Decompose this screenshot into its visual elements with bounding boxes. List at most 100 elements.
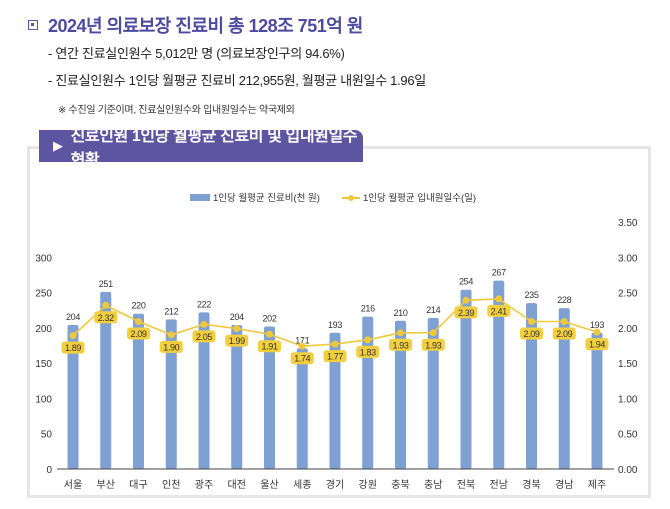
line-value-label-bg xyxy=(159,340,183,353)
left-axis-tick-label: 150 xyxy=(35,359,52,370)
bar-value-label: 204 xyxy=(66,312,80,322)
line-value-label: 1.89 xyxy=(65,343,81,353)
line-value-label-bg xyxy=(585,338,609,351)
category-label: 광주 xyxy=(195,479,213,491)
right-axis-tick-label: 0.50 xyxy=(618,430,638,441)
bar-value-label: 202 xyxy=(262,313,276,323)
legend-bar-swatch xyxy=(190,194,210,201)
bar-광주 xyxy=(198,312,210,469)
category-label: 세종 xyxy=(293,479,311,491)
bar-value-label: 210 xyxy=(393,308,407,318)
bar-전남 xyxy=(493,280,505,469)
legend-bar-label: 1인당 월평균 진료비(천 원) xyxy=(213,192,320,204)
line-value-label-bg xyxy=(520,327,543,340)
line-value-label: 2.39 xyxy=(458,308,474,318)
left-axis-tick-label: 200 xyxy=(35,324,52,335)
line-point-제주 xyxy=(593,328,601,336)
legend-line-label: 1인당 월평균 입내원일수(일) xyxy=(363,192,476,204)
line-point-경남 xyxy=(560,318,568,326)
line-value-label: 2.05 xyxy=(196,332,212,342)
line-value-label: 1.90 xyxy=(163,342,179,352)
bar-경기 xyxy=(329,332,341,469)
line-value-label: 1.93 xyxy=(425,340,441,350)
line-value-label: 2.09 xyxy=(524,329,540,339)
line-value-label-bg xyxy=(61,341,85,354)
bar-전북 xyxy=(460,289,472,469)
category-label: 충북 xyxy=(391,479,409,491)
line-value-label-bg xyxy=(258,340,281,353)
category-label: 경기 xyxy=(326,478,344,491)
line-point-세종 xyxy=(298,342,306,350)
line-value-label: 2.32 xyxy=(98,313,114,323)
headline: 2024년 의료보장 진료비 총 128조 751억 원 xyxy=(28,12,363,38)
headline-title: 2024년 의료보장 진료비 총 128조 751억 원 xyxy=(48,16,363,36)
bar-value-label: 204 xyxy=(230,312,244,322)
line-point-대전 xyxy=(233,325,241,333)
line-value-label: 1.91 xyxy=(262,342,278,352)
line-point-전북 xyxy=(462,296,470,304)
play-triangle-icon: ▶ xyxy=(53,138,63,153)
line-value-label-bg xyxy=(389,338,412,351)
category-label: 인천 xyxy=(162,479,180,491)
line-value-label: 1.99 xyxy=(229,336,245,346)
bar-value-label: 267 xyxy=(492,268,506,278)
bar-value-label: 254 xyxy=(459,277,473,287)
bar-대전 xyxy=(231,325,243,469)
line-value-label-bg xyxy=(323,350,347,363)
line-point-광주 xyxy=(200,320,208,328)
line-value-label: 1.93 xyxy=(393,340,409,350)
right-axis-tick-label: 2.00 xyxy=(618,324,638,335)
bar-value-label: 212 xyxy=(164,306,178,316)
line-value-label-bg xyxy=(127,327,150,340)
line-value-label: 2.41 xyxy=(491,306,507,316)
line-value-label-bg xyxy=(192,330,216,343)
line-value-label: 2.09 xyxy=(131,329,147,339)
square-bullet-icon xyxy=(28,20,38,30)
bar-value-label: 171 xyxy=(295,335,309,345)
bar-세종 xyxy=(296,348,308,469)
line-point-경북 xyxy=(528,318,535,326)
bar-경남 xyxy=(558,308,570,469)
right-axis-tick-label: 3.50 xyxy=(618,218,638,229)
category-label: 대전 xyxy=(228,479,246,491)
bullet-annual-patients: - 연간 진료실인원수 5,012만 명 (의료보장인구의 94.6%) xyxy=(48,46,345,61)
right-axis-tick-label: 1.00 xyxy=(618,394,638,405)
left-axis-tick-label: 250 xyxy=(35,289,52,300)
left-axis-tick-label: 50 xyxy=(41,430,53,441)
line-point-인천 xyxy=(167,331,175,339)
line-point-울산 xyxy=(266,330,273,338)
right-axis-tick-label: 2.50 xyxy=(618,289,638,300)
line-value-label: 1.94 xyxy=(589,340,605,350)
line-value-label-bg xyxy=(454,306,478,319)
line-point-전남 xyxy=(495,295,503,303)
bullet-monthly-cost: - 진료실인원수 1인당 월평균 진료비 212,955원, 월평균 내원일수 … xyxy=(48,73,426,88)
bar-충남 xyxy=(427,317,439,469)
bar-인천 xyxy=(165,319,177,469)
line-point-경기 xyxy=(331,340,339,348)
category-label: 전북 xyxy=(457,479,475,491)
category-label: 울산 xyxy=(260,479,278,491)
line-value-label: 2.09 xyxy=(556,329,572,339)
left-axis-tick-label: 300 xyxy=(35,253,52,264)
right-axis-tick-label: 3.00 xyxy=(618,253,638,264)
line-value-label-bg xyxy=(225,334,249,347)
category-label: 충남 xyxy=(424,479,442,491)
bar-value-label: 193 xyxy=(328,320,342,330)
line-value-label-bg xyxy=(421,338,445,351)
line-point-충남 xyxy=(429,329,437,337)
bar-충북 xyxy=(395,320,406,469)
category-label: 부산 xyxy=(97,479,115,491)
bar-부산 xyxy=(100,291,112,469)
line-point-강원 xyxy=(364,336,372,344)
line-value-label: 1.83 xyxy=(360,347,376,357)
right-axis-tick-label: 0.00 xyxy=(618,465,638,476)
chart-banner: ▶ 진료인원 1인당 월평균 진료비 및 입내원일수 현황 xyxy=(39,128,363,169)
bar-value-label: 216 xyxy=(361,304,375,314)
line-value-label: 1.74 xyxy=(294,354,310,364)
bar-제주 xyxy=(591,332,603,469)
line-value-label: 1.77 xyxy=(327,352,343,362)
category-label: 경북 xyxy=(522,478,540,491)
bar-대구 xyxy=(133,313,144,469)
category-label: 대구 xyxy=(129,479,147,491)
line-value-label-bg xyxy=(94,311,118,324)
